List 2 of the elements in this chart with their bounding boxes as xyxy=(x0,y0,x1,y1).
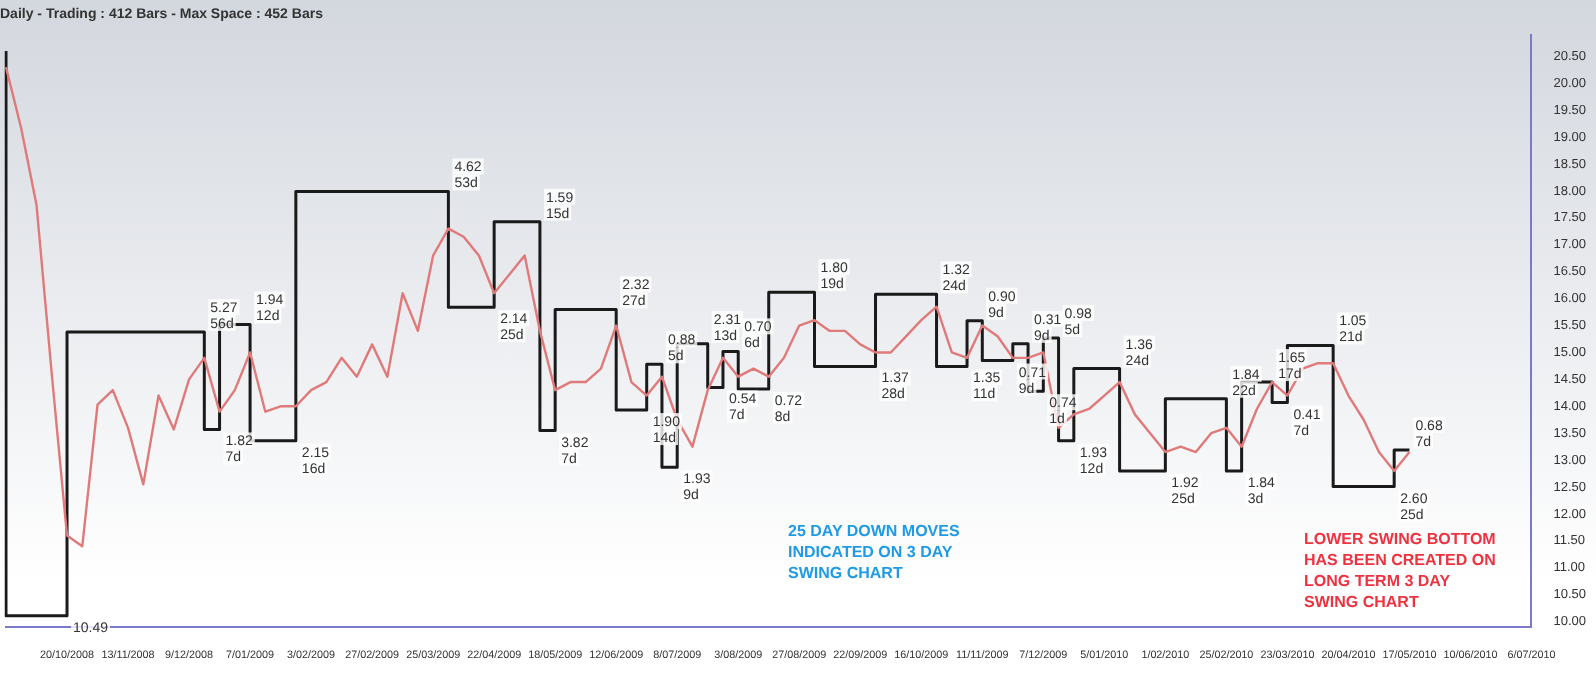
annotation: LOWER SWING BOTTOM HAS BEEN CREATED ON LONG TERM 3 DAY SWING CHART xyxy=(1304,530,1497,612)
annotation: 25 DAY DOWN MOVES INDICATED ON 3 DAY SWING CHART xyxy=(788,522,961,583)
